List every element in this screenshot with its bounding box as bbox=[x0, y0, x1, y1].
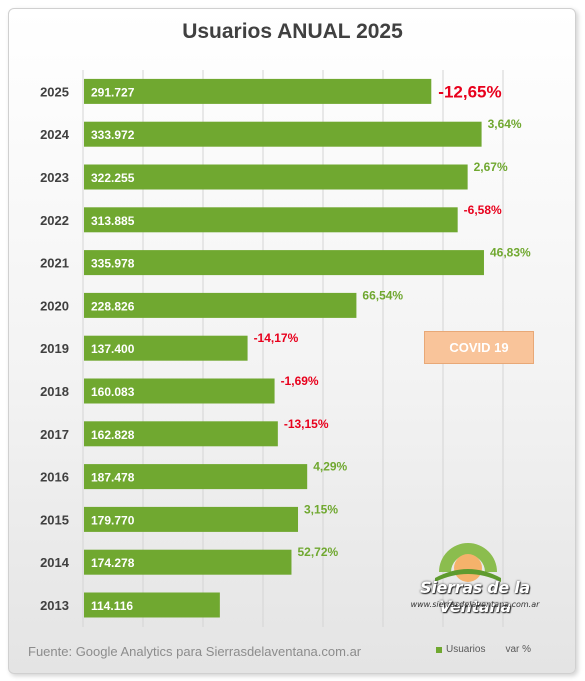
logo-url: www.sierrasdelaventana.com.ar bbox=[410, 600, 540, 609]
category-label: 2021 bbox=[40, 256, 69, 271]
chart-title: Usuarios ANUAL 2025 bbox=[182, 20, 403, 43]
variation-label: -13,15% bbox=[284, 417, 329, 431]
category-label: 2019 bbox=[40, 341, 69, 356]
bar bbox=[84, 335, 248, 361]
bar bbox=[84, 592, 220, 618]
variation-label: 46,83% bbox=[490, 246, 531, 260]
bars bbox=[84, 78, 484, 618]
variation-label: 2,67% bbox=[474, 160, 508, 174]
data-label: 333.972 bbox=[91, 128, 135, 142]
source-note: Fuente: Google Analytics para Sierrasdel… bbox=[28, 644, 362, 659]
variation-label: -6,58% bbox=[464, 203, 502, 217]
category-label: 2014 bbox=[40, 555, 70, 570]
legend-var: var % bbox=[505, 644, 532, 655]
variation-label: -14,17% bbox=[254, 331, 299, 345]
category-label: 2020 bbox=[40, 298, 69, 313]
variation-label: 3,64% bbox=[488, 117, 522, 131]
data-label: 228.826 bbox=[91, 299, 135, 313]
data-label: 322.255 bbox=[91, 171, 135, 185]
category-label: 2018 bbox=[40, 384, 69, 399]
legend: Usuarios var % bbox=[436, 644, 531, 655]
data-label: 160.083 bbox=[91, 385, 135, 399]
bar bbox=[84, 250, 484, 276]
data-label: 174.278 bbox=[91, 556, 135, 570]
variation-label: 52,72% bbox=[297, 545, 338, 559]
bar bbox=[84, 378, 275, 404]
bar bbox=[84, 121, 482, 147]
category-label: 2023 bbox=[40, 170, 69, 185]
covid-annotation: COVID 19 bbox=[424, 331, 534, 364]
category-label: 2016 bbox=[40, 470, 69, 485]
data-label: 137.400 bbox=[91, 342, 135, 356]
variation-label: 3,15% bbox=[304, 502, 338, 516]
data-label: 162.828 bbox=[91, 428, 135, 442]
bar bbox=[84, 78, 432, 104]
data-label: 291.727 bbox=[91, 85, 135, 99]
category-label: 2015 bbox=[40, 512, 69, 527]
labels: 2025 291.727 -12,65% 2024 333.972 3,64% 2023 32… bbox=[40, 82, 531, 613]
legend-usuarios: Usuarios bbox=[446, 644, 486, 655]
category-label: 2022 bbox=[40, 213, 69, 228]
variation-label: 4,29% bbox=[313, 460, 347, 474]
variation-label: -12,65% bbox=[438, 82, 501, 101]
category-label: 2013 bbox=[40, 598, 69, 613]
data-label: 179.770 bbox=[91, 513, 135, 527]
data-label: 335.978 bbox=[91, 257, 135, 271]
logo-mark-icon bbox=[435, 543, 501, 582]
variation-label: -1,69% bbox=[281, 374, 319, 388]
data-label: 313.885 bbox=[91, 214, 135, 228]
bar bbox=[84, 164, 468, 190]
category-label: 2025 bbox=[40, 84, 69, 99]
variation-label: 66,54% bbox=[362, 288, 403, 302]
bar bbox=[84, 549, 292, 575]
category-label: 2024 bbox=[40, 127, 70, 142]
bar bbox=[84, 506, 299, 532]
category-label: 2017 bbox=[40, 427, 69, 442]
data-label: 114.116 bbox=[91, 599, 133, 613]
bar bbox=[84, 292, 357, 318]
logo: Sierras de la Ventana www.sierrasdelaven… bbox=[400, 530, 550, 620]
data-label: 187.478 bbox=[91, 471, 135, 485]
bar bbox=[84, 421, 278, 447]
bar bbox=[84, 207, 458, 233]
bar bbox=[84, 464, 308, 490]
legend-swatch-usuarios bbox=[436, 646, 442, 653]
logo-brand: Sierras de la Ventana bbox=[420, 578, 530, 616]
